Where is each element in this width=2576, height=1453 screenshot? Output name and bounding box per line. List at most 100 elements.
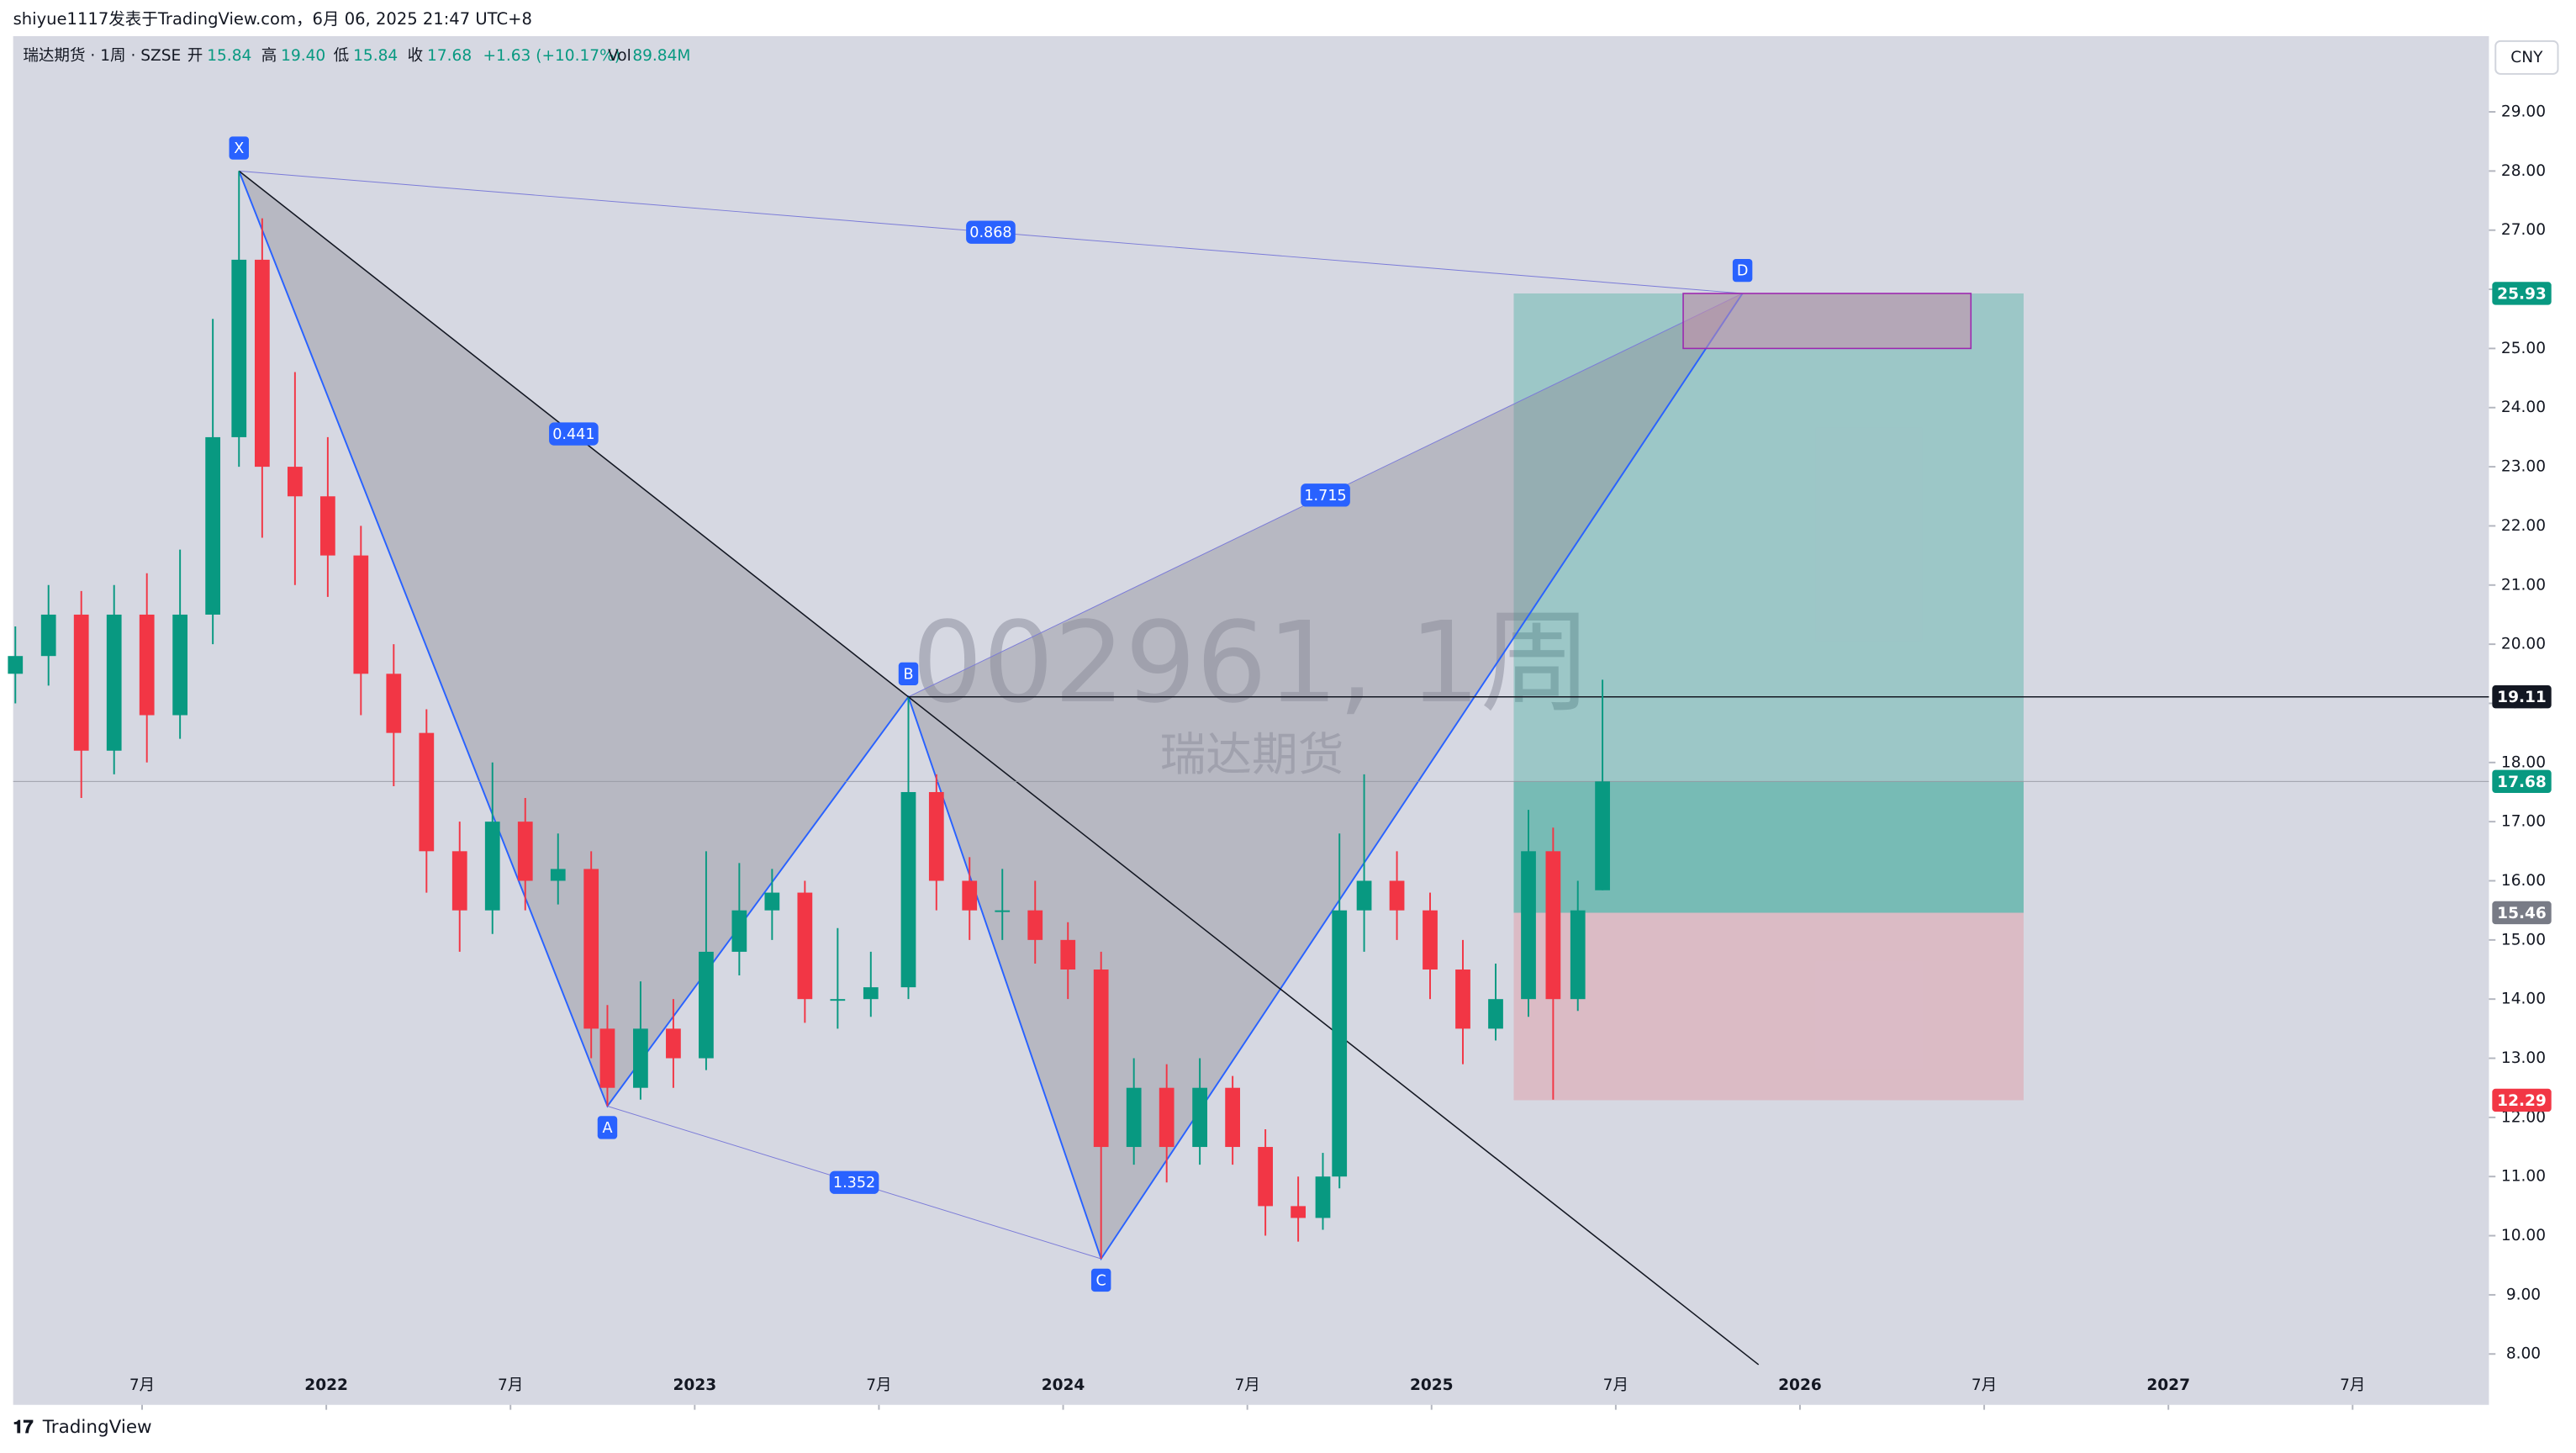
open-value: 15.84 xyxy=(207,47,251,65)
y-tick-label: 24.00 xyxy=(2501,399,2546,416)
candle-body xyxy=(583,869,599,1029)
candle-body xyxy=(900,791,916,988)
x-tick-label: 7月 xyxy=(1234,1376,1259,1394)
candle-body xyxy=(1291,1206,1306,1218)
y-tick-label: 17.00 xyxy=(2501,813,2546,831)
candle-body xyxy=(1595,781,1610,890)
price-tag xyxy=(2492,282,2552,305)
high-value: 19.40 xyxy=(281,47,325,65)
high-label: 高 xyxy=(261,47,277,65)
legend: 瑞达期货 · 1周 · SZSE 开 15.84 高 19.40 低 15.84… xyxy=(23,47,690,65)
pattern-area xyxy=(239,171,909,1107)
candle-body xyxy=(1356,880,1372,911)
candle-body xyxy=(254,259,270,468)
ratio-label: 1.715 xyxy=(1304,488,1346,505)
x-tick-label: 7月 xyxy=(1603,1376,1628,1394)
candle-body xyxy=(484,822,500,911)
price-tag xyxy=(2492,1088,2552,1112)
price-tag-label: 19.11 xyxy=(2497,689,2547,706)
point-label: A xyxy=(602,1120,612,1137)
ratio-badge xyxy=(549,422,599,446)
vol-value: 89.84M xyxy=(632,47,690,65)
candle-body xyxy=(40,614,56,657)
candle-body xyxy=(1488,999,1503,1029)
price-tag xyxy=(2492,901,2552,925)
candle-body xyxy=(550,869,566,881)
candle-body xyxy=(731,910,747,952)
point-badge xyxy=(1090,1268,1111,1292)
loss-zone xyxy=(1513,912,2024,1101)
y-tick-label: 9.00 xyxy=(2506,1286,2541,1303)
candle-body xyxy=(8,656,24,674)
ratio-label: 0.868 xyxy=(969,225,1011,241)
ratio-badge xyxy=(829,1170,879,1194)
price-tag-label: 15.46 xyxy=(2497,905,2547,922)
x-tick-label: 2022 xyxy=(304,1376,348,1394)
candle-body xyxy=(995,910,1011,912)
candle-body xyxy=(1389,880,1405,911)
price-tag xyxy=(2492,685,2552,709)
candle-body xyxy=(451,851,467,911)
x-tick-label: 2025 xyxy=(1410,1376,1454,1394)
y-tick-label: 18.00 xyxy=(2501,753,2546,771)
candle-body xyxy=(928,791,944,881)
candle-body xyxy=(287,467,303,497)
open-label: 开 xyxy=(187,47,203,65)
candle-body xyxy=(962,880,978,911)
candle-body xyxy=(1060,939,1076,970)
candle-body xyxy=(666,1028,681,1059)
brand: TradingView xyxy=(42,1417,152,1438)
candle-body xyxy=(1455,970,1470,1029)
x-tick-label: 2023 xyxy=(673,1376,717,1394)
trend-line xyxy=(238,170,1760,1366)
point-label: C xyxy=(1096,1272,1106,1289)
x-tick-label: 7月 xyxy=(129,1376,155,1394)
point-label: D xyxy=(1737,263,1749,280)
candle-body xyxy=(633,1028,648,1088)
open-profit xyxy=(1513,781,2024,913)
y-tick-label: 12.00 xyxy=(2501,1108,2546,1126)
vol-label: Vol xyxy=(608,47,631,65)
x-tick-label: 7月 xyxy=(1972,1376,1997,1394)
y-tick-label: 14.00 xyxy=(2501,991,2546,1008)
candle-body xyxy=(1093,970,1109,1148)
close-value: 17.68 xyxy=(427,47,472,65)
candle-body xyxy=(1126,1087,1142,1148)
candle-body xyxy=(830,999,846,1001)
candle-body xyxy=(1545,851,1561,1000)
candle-body xyxy=(1159,1087,1175,1148)
currency-button[interactable] xyxy=(2494,40,2559,75)
candle-body xyxy=(1423,910,1438,970)
y-tick-label: 23.00 xyxy=(2501,458,2546,476)
candle-body xyxy=(599,1028,615,1088)
change: +1.63 (+10.17%) xyxy=(483,47,620,65)
y-tick-label: 11.00 xyxy=(2501,1168,2546,1186)
x-tick-label: 2026 xyxy=(1778,1376,1822,1394)
candle-body xyxy=(353,555,369,674)
candle-body xyxy=(1332,910,1348,1177)
candle-body xyxy=(797,892,813,1000)
low-label: 低 xyxy=(334,47,350,65)
candle-body xyxy=(517,822,533,881)
ratio-badge xyxy=(1301,483,1350,507)
y-tick-label: 25.00 xyxy=(2501,340,2546,357)
candle-body xyxy=(1521,851,1536,1000)
y-tick-label: 29.00 xyxy=(2501,103,2546,121)
candle-body xyxy=(419,732,435,852)
y-tick-label: 22.00 xyxy=(2501,517,2546,535)
y-tick-label: 10.00 xyxy=(2501,1227,2546,1244)
candle-body xyxy=(699,951,714,1059)
low-value: 15.84 xyxy=(353,47,398,65)
y-tick-label: 13.00 xyxy=(2501,1049,2546,1067)
y-tick-label: 20.00 xyxy=(2501,636,2546,653)
d-zone xyxy=(1682,293,1972,350)
x-tick-label: 7月 xyxy=(866,1376,891,1394)
candle-body xyxy=(172,614,188,716)
candle-body xyxy=(139,614,155,716)
candle-body xyxy=(205,436,221,615)
candle-body xyxy=(1258,1147,1273,1207)
candle-body xyxy=(73,614,89,751)
pattern-area xyxy=(908,293,1743,1259)
